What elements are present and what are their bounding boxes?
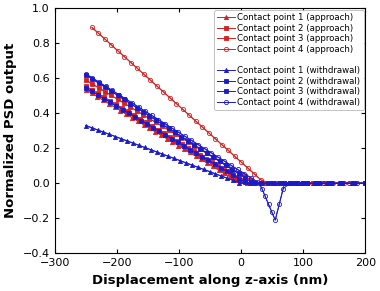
Legend: Contact point 1 (approach), Contact point 2 (approach), Contact point 3 (approac: Contact point 1 (approach), Contact poin…	[214, 10, 364, 110]
X-axis label: Displacement along z-axis (nm): Displacement along z-axis (nm)	[92, 274, 328, 287]
Y-axis label: Normalized PSD output: Normalized PSD output	[4, 43, 17, 219]
